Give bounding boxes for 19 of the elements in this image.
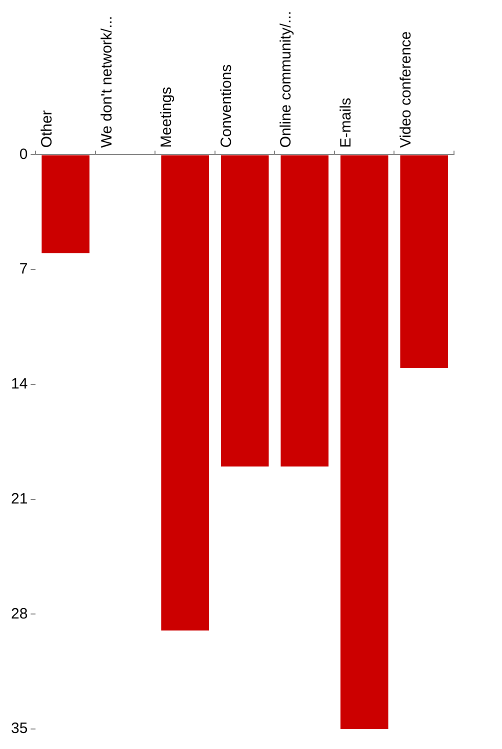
x-tick-label: We don't network/... xyxy=(98,16,116,148)
bar xyxy=(42,155,90,254)
y-tick-label: 28 xyxy=(10,605,28,622)
x-tick-label: E-mails xyxy=(338,98,354,148)
y-tick-label: 0 xyxy=(19,146,28,163)
x-tick-label: Video conference xyxy=(397,31,414,148)
x-tick-label: Online community/... xyxy=(278,10,295,148)
bar xyxy=(400,155,448,368)
x-tick-label: Other xyxy=(38,110,56,148)
bar xyxy=(161,155,209,631)
x-tick-label: Conventions xyxy=(218,64,235,148)
bar xyxy=(220,155,269,466)
bar xyxy=(280,155,329,466)
y-tick-label: 21 xyxy=(10,490,28,508)
x-tick-label: Meetings xyxy=(158,86,176,148)
y-tick-label: 14 xyxy=(10,376,28,393)
bar xyxy=(340,155,388,729)
y-tick-label: 35 xyxy=(10,720,28,738)
y-tick-label: 7 xyxy=(19,260,28,278)
